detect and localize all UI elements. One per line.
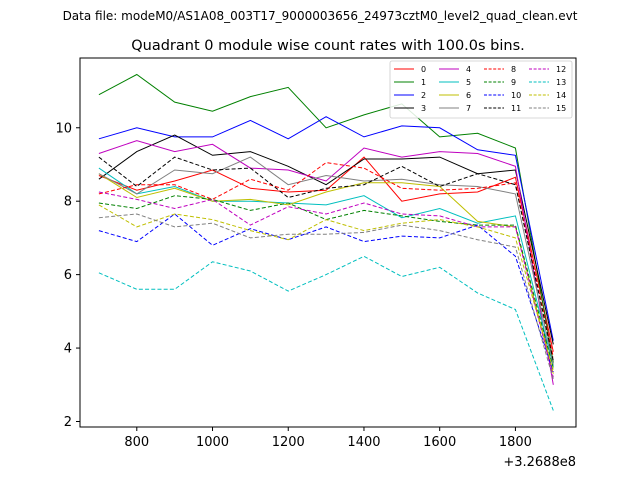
chart-suptitle: Data file: modeM0/AS1A08_003T17_90000036…: [63, 9, 578, 23]
legend-label-10: 10: [511, 91, 521, 100]
series-line-8: [98, 162, 554, 358]
x-offset-label: +3.2688e8: [503, 455, 576, 470]
legend-label-11: 11: [511, 104, 521, 113]
series-line-4: [98, 140, 554, 385]
series-line-14: [98, 204, 554, 371]
x-tick-label: 1800: [499, 435, 532, 450]
legend-label-1: 1: [421, 78, 426, 87]
y-tick-label: 6: [64, 268, 72, 283]
series-line-1: [98, 73, 554, 363]
series-line-10: [98, 213, 554, 373]
x-tick-label: 1200: [272, 435, 305, 450]
legend-label-9: 9: [511, 78, 516, 87]
legend-label-7: 7: [466, 104, 471, 113]
series-line-2: [98, 116, 554, 341]
legend-label-13: 13: [556, 78, 566, 87]
y-tick-label: 10: [55, 121, 72, 136]
x-tick-label: 1000: [196, 435, 229, 450]
legend-label-14: 14: [556, 91, 566, 100]
legend-label-5: 5: [466, 78, 471, 87]
chart-title: Quadrant 0 module wise count rates with …: [131, 38, 525, 54]
series-line-13: [98, 255, 554, 411]
legend-label-6: 6: [466, 91, 471, 100]
legend-frame: [389, 60, 573, 119]
axes-frame: [79, 57, 577, 428]
y-tick-label: 4: [64, 342, 72, 357]
legend-label-15: 15: [556, 104, 566, 113]
x-tick-label: 1600: [423, 435, 456, 450]
series-line-11: [98, 156, 554, 362]
series-line-15: [98, 213, 554, 380]
y-tick-label: 2: [64, 415, 72, 430]
x-tick-label: 1400: [347, 435, 380, 450]
series-line-0: [98, 156, 554, 352]
legend-label-12: 12: [556, 65, 566, 74]
y-tick-label: 8: [64, 195, 72, 210]
legend-label-2: 2: [421, 91, 426, 100]
legend-label-4: 4: [466, 65, 471, 74]
series-line-7: [98, 156, 554, 365]
x-tick-label: 800: [124, 435, 149, 450]
plot-area: 800 1000 1200 1400 1600 1800 2 4 6 8 10: [55, 73, 554, 450]
legend-label-8: 8: [511, 65, 516, 74]
series-line-6: [98, 173, 554, 374]
legend-label-3: 3: [421, 104, 426, 113]
legend-label-0: 0: [421, 65, 426, 74]
series-line-5: [98, 167, 554, 367]
